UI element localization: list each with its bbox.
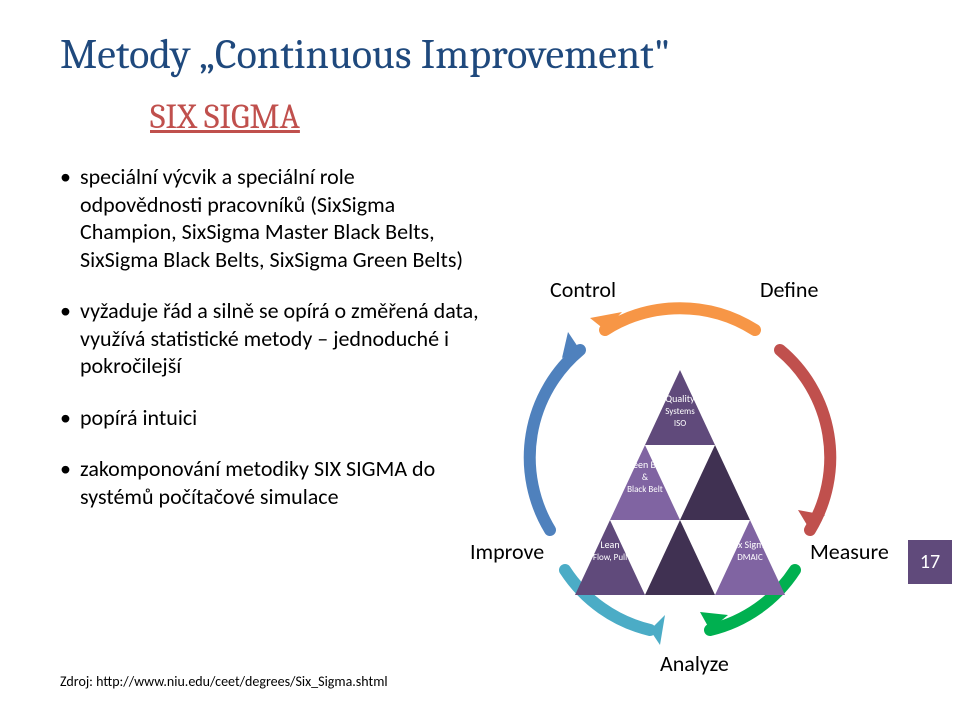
svg-text:ISO: ISO [674,418,686,429]
list-item: speciální výcvik a speciální role odpově… [60,163,480,273]
phase-label: Improve [470,538,544,565]
svg-text:Six Sigma: Six Sigma [731,538,769,551]
phase-label: Analyze [660,650,729,677]
page-title: Metody „Continuous Improvement" [60,30,920,79]
dmaic-svg: QualitySystemsISO Green Belt&Black Belt Le… [450,270,910,670]
bullet-list: speciální výcvik a speciální role odpově… [60,163,480,534]
phase-label: Control [550,276,616,303]
slide-number-badge: 17 [908,540,952,584]
svg-text:Black Belt: Black Belt [627,484,663,495]
phase-label: Measure [810,538,889,565]
svg-text:DMAIC: DMAIC [737,552,763,563]
svg-text:Quality: Quality [665,392,695,405]
svg-text:Systems: Systems [665,406,695,417]
phase-label: Define [760,276,818,303]
svg-text:Green Belt: Green Belt [623,458,667,471]
list-item: zakomponování metodiky SIX SIGMA do syst… [60,455,480,510]
svg-text:Flow, Pull: Flow, Pull [593,552,627,563]
list-item: popírá intuici [60,404,480,432]
svg-text:&: & [642,472,649,483]
svg-text:Lean: Lean [600,538,619,551]
subtitle: SIX SIGMA [150,97,920,137]
list-item: vyžaduje řád a silně se opírá o změřená … [60,297,480,380]
dmaic-diagram: QualitySystemsISO Green Belt&Black Belt Le… [450,270,930,670]
source-citation: Zdroj: http://www.niu.edu/ceet/degrees/S… [60,673,388,690]
